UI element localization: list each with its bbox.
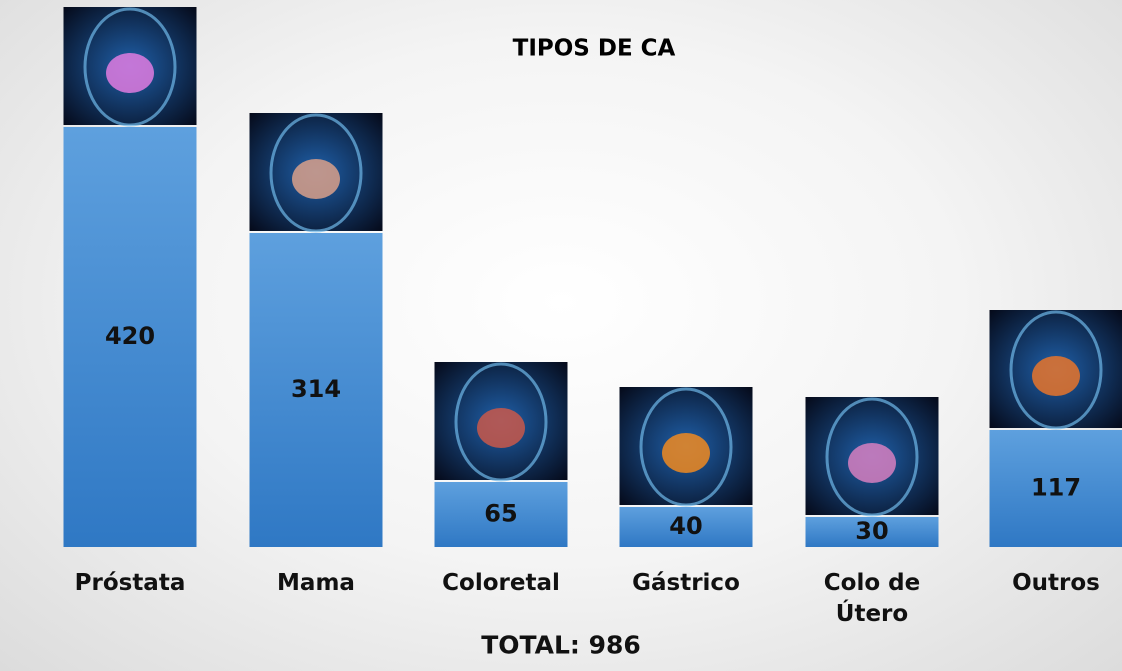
organ-image bbox=[63, 7, 197, 127]
category-label: Colo de Útero bbox=[823, 570, 921, 627]
organ bbox=[1032, 356, 1080, 396]
bar bbox=[805, 517, 939, 547]
organ bbox=[292, 159, 340, 199]
organ bbox=[848, 443, 896, 483]
category-label: Outros bbox=[1012, 570, 1100, 596]
organ-body bbox=[639, 387, 733, 507]
chart-title: TIPOS DE CA bbox=[513, 36, 676, 62]
bar bbox=[63, 127, 197, 547]
organ-image bbox=[249, 113, 383, 233]
organ-body bbox=[269, 113, 363, 233]
organ-body bbox=[1009, 310, 1103, 430]
organ-image bbox=[434, 362, 568, 482]
bar bbox=[434, 482, 568, 547]
bar bbox=[989, 430, 1122, 547]
organ-body bbox=[83, 7, 177, 127]
organ-body bbox=[454, 362, 548, 482]
organ bbox=[662, 433, 710, 473]
organ-image bbox=[989, 310, 1122, 430]
bar bbox=[249, 233, 383, 547]
value-label: 40 bbox=[669, 512, 702, 540]
category-label: Mama bbox=[277, 570, 355, 596]
organ-image bbox=[619, 387, 753, 507]
category-label: Coloretal bbox=[442, 570, 560, 596]
value-label: 117 bbox=[1031, 474, 1081, 502]
value-label: 65 bbox=[484, 500, 517, 528]
organ bbox=[106, 53, 154, 93]
value-label: 30 bbox=[855, 517, 888, 545]
category-label: Gástrico bbox=[632, 570, 740, 596]
organ-body bbox=[825, 397, 919, 517]
bar bbox=[619, 507, 753, 547]
value-label: 314 bbox=[291, 375, 341, 403]
category-label: Próstata bbox=[74, 570, 186, 596]
value-label: 420 bbox=[105, 322, 155, 350]
total-label: TOTAL: 986 bbox=[481, 630, 641, 660]
organ-image bbox=[805, 397, 939, 517]
organ bbox=[477, 408, 525, 448]
